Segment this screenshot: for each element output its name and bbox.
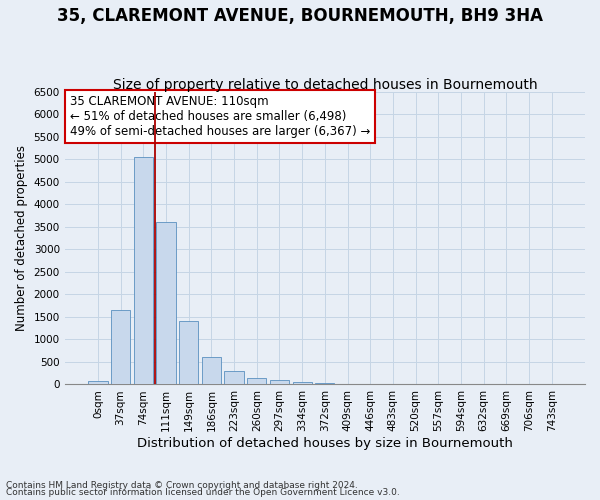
Bar bbox=[111, 310, 130, 384]
Bar bbox=[179, 321, 199, 384]
Text: Contains public sector information licensed under the Open Government Licence v3: Contains public sector information licen… bbox=[6, 488, 400, 497]
Bar bbox=[293, 382, 312, 384]
Bar bbox=[88, 382, 107, 384]
Bar bbox=[224, 371, 244, 384]
X-axis label: Distribution of detached houses by size in Bournemouth: Distribution of detached houses by size … bbox=[137, 437, 513, 450]
Bar bbox=[247, 378, 266, 384]
Bar bbox=[157, 222, 176, 384]
Text: 35 CLAREMONT AVENUE: 110sqm
← 51% of detached houses are smaller (6,498)
49% of : 35 CLAREMONT AVENUE: 110sqm ← 51% of det… bbox=[70, 95, 370, 138]
Bar bbox=[315, 383, 334, 384]
Bar bbox=[134, 157, 153, 384]
Title: Size of property relative to detached houses in Bournemouth: Size of property relative to detached ho… bbox=[113, 78, 537, 92]
Text: 35, CLAREMONT AVENUE, BOURNEMOUTH, BH9 3HA: 35, CLAREMONT AVENUE, BOURNEMOUTH, BH9 3… bbox=[57, 8, 543, 26]
Bar bbox=[270, 380, 289, 384]
Bar bbox=[202, 356, 221, 384]
Y-axis label: Number of detached properties: Number of detached properties bbox=[15, 145, 28, 331]
Text: Contains HM Land Registry data © Crown copyright and database right 2024.: Contains HM Land Registry data © Crown c… bbox=[6, 480, 358, 490]
